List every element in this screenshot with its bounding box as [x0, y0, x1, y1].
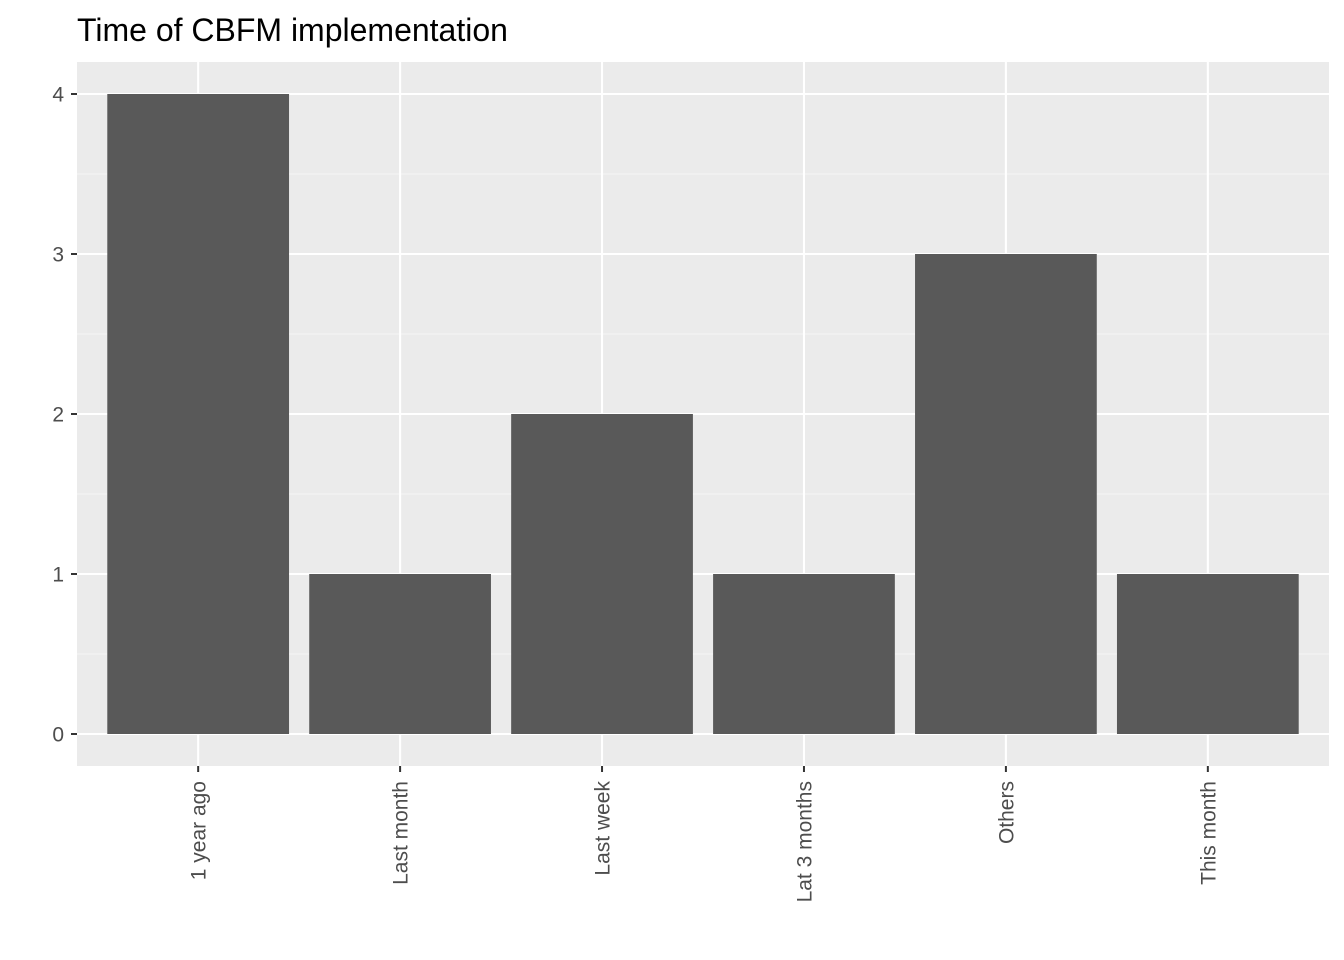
x-tick-label: Last month: [390, 781, 413, 885]
y-tick-label: 1: [52, 564, 64, 587]
x-tick-label: Last week: [592, 781, 615, 876]
bar: [309, 574, 491, 734]
y-tick-label: 0: [52, 724, 64, 747]
y-tick-label: 4: [52, 84, 64, 107]
x-axis: 1 year ago Last month Last week Lat 3 month…: [188, 766, 1220, 902]
bar: [1116, 574, 1299, 734]
bars: [107, 94, 1299, 734]
x-tick-label: Lat 3 months: [793, 781, 816, 902]
bar: [915, 254, 1097, 734]
y-axis: 0 1 2 3 4: [52, 84, 77, 747]
bar: [511, 414, 693, 734]
x-tick-label: 1 year ago: [188, 781, 211, 880]
x-tick-label: Others: [995, 781, 1018, 844]
y-tick-label: 2: [52, 404, 64, 427]
chart-title: Time of CBFM implementation: [77, 12, 508, 48]
bar: [713, 574, 895, 734]
bar: [107, 94, 290, 734]
x-tick-label: This month: [1197, 781, 1220, 885]
y-tick-label: 3: [52, 244, 64, 267]
